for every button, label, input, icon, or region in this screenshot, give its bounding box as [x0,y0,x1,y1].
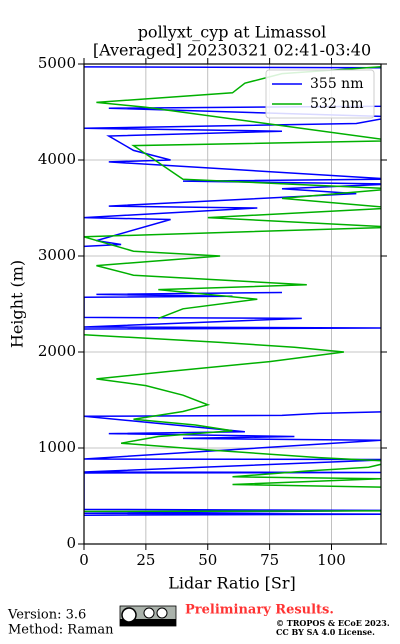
x-tick-label: 25 [136,551,155,569]
chart-subtitle: [Averaged] 20230321 02:41-03:40 [93,41,371,60]
y-tick-label: 0 [66,534,76,552]
legend-label: 532 nm [310,96,363,112]
x-tick-label: 0 [79,551,89,569]
x-axis-label: Lidar Ratio [Sr] [168,574,296,593]
cc-logo [119,605,177,627]
y-tick-label: 5000 [38,54,76,72]
plot-frame [83,63,382,545]
profile-line [84,66,381,513]
license: CC BY SA 4.0 License. [276,627,375,637]
plot-area [83,63,381,545]
x-tick-label: 100 [317,551,346,569]
method: Method: Raman [8,623,114,638]
y-tick-label: 3000 [38,246,76,264]
x-tick-label: 50 [198,551,217,569]
copyright: © TROPOS & ECoE 2023. [276,618,390,628]
legend-box [265,69,375,119]
status: Preliminary Results. [185,603,334,618]
version: Version: 3.6 [7,608,86,623]
y-axis-label: Height (m) [8,260,27,348]
legend-label: 355 nm [310,76,363,92]
y-tick-label: 4000 [38,150,76,168]
y-tick-label: 1000 [38,438,76,456]
chart-title: pollyxt_cyp at Limassol [138,23,327,42]
y-tick-label: 2000 [38,342,76,360]
x-tick-label: 75 [260,551,279,569]
